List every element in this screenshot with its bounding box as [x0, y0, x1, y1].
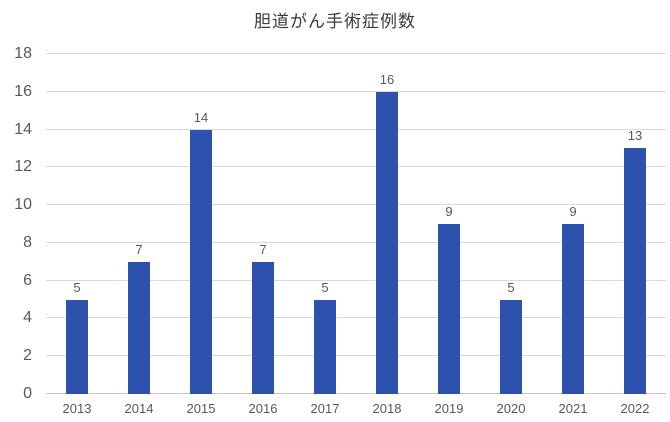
y-tick-label: 12 [14, 158, 32, 176]
bar-value-label: 14 [193, 109, 209, 125]
bar-2022 [624, 148, 646, 394]
bar-2019 [438, 224, 460, 394]
bar-value-label: 5 [73, 279, 81, 295]
bar-value-label: 9 [569, 204, 577, 219]
category-2013: 5 2013 [46, 54, 108, 416]
plot-area: 0 2 4 6 8 10 12 14 16 18 5 2013 7 2014 14 2015 7 2016 5 20… [14, 45, 666, 416]
y-tick-label: 8 [23, 233, 32, 251]
chart-title: 胆道がん手術症例数 [254, 12, 416, 31]
bar-2018 [376, 91, 398, 394]
category-2017: 5 2017 [294, 54, 356, 416]
bar-2013 [66, 299, 88, 394]
x-tick-label: 2018 [372, 401, 402, 416]
category-2018: 16 2018 [356, 54, 418, 416]
x-tick-label: 2016 [248, 401, 278, 416]
y-tick-label: 10 [14, 196, 32, 214]
bar-2021 [562, 224, 584, 394]
bar-value-label: 5 [507, 279, 515, 295]
y-tick-label: 16 [14, 82, 32, 100]
y-tick-label: 14 [14, 120, 32, 138]
bar-value-label: 5 [321, 279, 329, 295]
bars-container: 5 2013 7 2014 14 2015 7 2016 5 2017 16 2018 9 2019 5 20… [46, 54, 666, 416]
gridline [46, 53, 666, 54]
x-tick-label: 2013 [62, 401, 92, 416]
y-tick-label: 4 [23, 309, 32, 327]
category-2019: 9 2019 [418, 54, 480, 416]
category-2020: 5 2020 [480, 54, 542, 416]
bar-2015 [190, 129, 212, 394]
bar-2016 [252, 261, 274, 394]
gridline [46, 279, 666, 281]
y-tick-label: 6 [23, 271, 32, 289]
category-2022: 13 2022 [604, 54, 666, 416]
bar-2014 [128, 261, 150, 394]
x-tick-label: 2014 [124, 401, 154, 416]
bar-value-label: 7 [259, 241, 267, 257]
x-axis-line [46, 393, 666, 394]
bar-value-label: 9 [445, 204, 453, 219]
gridline [46, 128, 666, 130]
y-tick-label: 2 [23, 347, 32, 365]
x-tick-label: 2017 [310, 401, 340, 416]
gridline [46, 355, 666, 357]
category-2014: 7 2014 [108, 54, 170, 416]
gridline [46, 90, 666, 92]
category-2021: 9 2021 [542, 54, 604, 416]
gridline [46, 317, 666, 319]
x-tick-label: 2022 [620, 401, 650, 416]
bar-2017 [314, 299, 336, 394]
x-tick-label: 2019 [434, 401, 464, 416]
gridline [46, 204, 666, 206]
bar-2020 [500, 299, 522, 394]
bar-value-label: 7 [135, 241, 143, 257]
y-tick-label: 0 [23, 385, 32, 402]
category-2016: 7 2016 [232, 54, 294, 416]
gridline [46, 166, 666, 168]
bar-value-label: 13 [627, 128, 643, 144]
x-tick-label: 2020 [496, 401, 526, 416]
y-tick-label: 18 [14, 45, 32, 62]
bar-value-label: 16 [379, 71, 395, 87]
category-2015: 14 2015 [170, 54, 232, 416]
x-tick-label: 2021 [558, 401, 588, 416]
x-tick-label: 2015 [186, 401, 216, 416]
gridline [46, 241, 666, 243]
